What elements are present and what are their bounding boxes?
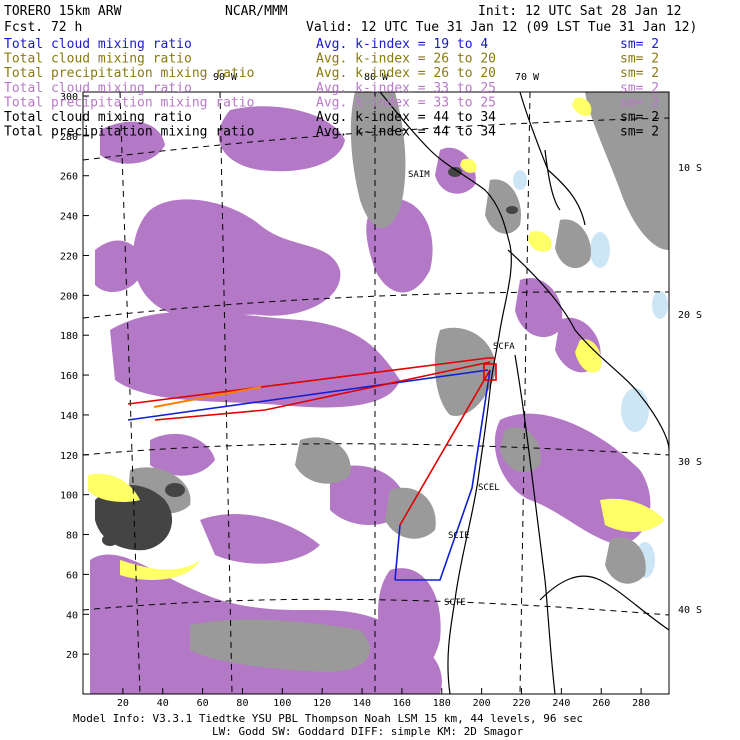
legend-smoothing: sm= 2 — [620, 95, 659, 110]
init-time: Init: 12 UTC Sat 28 Jan 12 — [478, 4, 682, 19]
y-tick-label: 100 — [60, 491, 78, 502]
legend-smoothing: sm= 2 — [620, 37, 659, 52]
y-tick-label: 140 — [60, 411, 78, 422]
model-title: TORERO 15km ARW — [4, 4, 122, 19]
legend-kindex: Avg. k-index = 33 to 25 — [316, 81, 496, 96]
latitude-labels: 10 S 20 S 30 S 40 S — [678, 163, 702, 616]
lon-label-80w: 80 W — [364, 72, 389, 83]
y-tick-label: 300 — [60, 92, 78, 103]
y-tick-label: 180 — [60, 331, 78, 342]
y-tick-label: 200 — [60, 291, 78, 302]
y-axis: 20 40 60 80 100 120 140 160 180 200 220 240 260 280 30… — [60, 92, 89, 661]
x-tick-label: 260 — [592, 698, 610, 709]
legend-kindex: Avg. k-index = 26 to 20 — [316, 66, 496, 81]
legend-smoothing: sm= 2 — [620, 125, 659, 140]
coastline — [379, 92, 669, 694]
legend-smoothing: sm= 2 — [620, 81, 659, 96]
x-tick-label: 120 — [313, 698, 331, 709]
legend-field-name: Total cloud mixing ratio — [4, 52, 192, 67]
legend-field-name: Total precipitation mixing ratio — [4, 125, 254, 140]
station-scfa: SCFA — [493, 342, 515, 352]
physics-info: LW: Godd SW: Goddard DIFF: simple KM: 2D… — [212, 725, 524, 738]
legend-field-name: Total precipitation mixing ratio — [4, 66, 254, 81]
legend-field-name: Total cloud mixing ratio — [4, 37, 192, 52]
x-tick-label: 60 — [197, 698, 209, 709]
y-tick-label: 260 — [60, 172, 78, 183]
header: TORERO 15km ARW NCAR/MMM Init: 12 UTC Sa… — [4, 4, 697, 35]
y-tick-label: 80 — [66, 531, 78, 542]
y-tick-label: 120 — [60, 451, 78, 462]
legend-kindex: Avg. k-index = 33 to 25 — [316, 95, 496, 110]
legend-field-name: Total precipitation mixing ratio — [4, 95, 254, 110]
legend-kindex: Avg. k-index = 44 to 34 — [316, 125, 496, 140]
x-tick-label: 20 — [117, 698, 129, 709]
x-axis: 20 40 60 80 100 120 140 160 180 200 220 240 260 280 — [117, 688, 650, 709]
x-tick-label: 200 — [473, 698, 491, 709]
lat-label-30s: 30 S — [678, 457, 702, 468]
legend-field-name: Total cloud mixing ratio — [4, 81, 192, 96]
station-scel: SCEL — [478, 483, 500, 493]
lon-label-90w: 90 W — [213, 72, 238, 83]
y-tick-label: 160 — [60, 371, 78, 382]
x-tick-label: 80 — [236, 698, 248, 709]
y-tick-label: 20 — [66, 650, 78, 661]
y-tick-label: 60 — [66, 570, 78, 581]
x-tick-label: 100 — [273, 698, 291, 709]
y-tick-label: 40 — [66, 610, 78, 621]
cross-section-path — [127, 357, 497, 581]
x-tick-label: 40 — [157, 698, 169, 709]
y-tick-label: 240 — [60, 212, 78, 223]
y-tick-label: 220 — [60, 251, 78, 262]
x-tick-label: 280 — [632, 698, 650, 709]
org-label: NCAR/MMM — [225, 4, 288, 19]
field-legend: Total cloud mixing ratio Avg. k-index = 1… — [4, 37, 659, 140]
x-tick-label: 180 — [433, 698, 451, 709]
lat-label-20s: 20 S — [678, 310, 702, 321]
lat-label-40s: 40 S — [678, 605, 702, 616]
legend-smoothing: sm= 2 — [620, 66, 659, 81]
valid-time: Valid: 12 UTC Tue 31 Jan 12 (09 LST Tue … — [306, 20, 697, 35]
station-labels: SAIM SCFA SCEL SCIE SCTE — [408, 170, 515, 608]
x-tick-label: 220 — [512, 698, 530, 709]
longitude-labels: 90 W 80 W 70 W — [213, 72, 540, 83]
plot-area: SAIM SCFA SCEL SCIE SCTE — [83, 92, 669, 694]
model-info: Model Info: V3.3.1 Tiedtke YSU PBL Thomp… — [73, 712, 583, 725]
legend-kindex: Avg. k-index = 44 to 34 — [316, 110, 496, 125]
legend-smoothing: sm= 2 — [620, 52, 659, 67]
gray-cloud-field — [128, 92, 669, 672]
legend-kindex: Avg. k-index = 19 to 4 — [316, 37, 488, 52]
legend-field-name: Total cloud mixing ratio — [4, 110, 192, 125]
footer: Model Info: V3.3.1 Tiedtke YSU PBL Thomp… — [73, 712, 583, 738]
y-tick-label: 280 — [60, 132, 78, 143]
x-tick-label: 160 — [393, 698, 411, 709]
station-scie: SCIE — [448, 531, 470, 541]
x-tick-label: 140 — [353, 698, 371, 709]
station-scte: SCTE — [444, 598, 466, 608]
x-tick-label: 240 — [552, 698, 570, 709]
lon-label-70w: 70 W — [515, 72, 540, 83]
legend-kindex: Avg. k-index = 26 to 20 — [316, 52, 496, 67]
purple-cloud-field — [90, 106, 656, 694]
yellow-precip-field — [88, 97, 665, 580]
station-saim: SAIM — [408, 170, 430, 180]
legend-smoothing: sm= 2 — [620, 110, 659, 125]
plot-frame — [82, 91, 670, 695]
lat-label-10s: 10 S — [678, 163, 702, 174]
forecast-hour: Fcst. 72 h — [4, 20, 82, 35]
